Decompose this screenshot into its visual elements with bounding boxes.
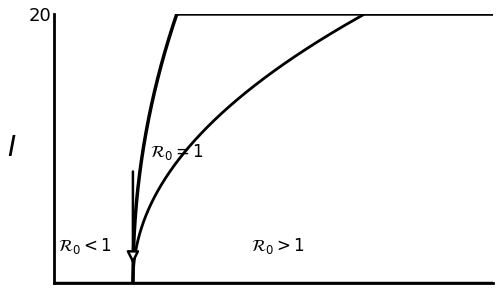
Text: $\mathcal{R}_0 < 1$: $\mathcal{R}_0 < 1$ <box>58 236 112 256</box>
Y-axis label: $\mathbf{\mathit{I}}$: $\mathbf{\mathit{I}}$ <box>7 135 16 162</box>
Text: $\mathcal{R}_0 = 1$: $\mathcal{R}_0 = 1$ <box>150 142 204 162</box>
Text: $\mathcal{R}_0 > 1$: $\mathcal{R}_0 > 1$ <box>252 236 306 256</box>
